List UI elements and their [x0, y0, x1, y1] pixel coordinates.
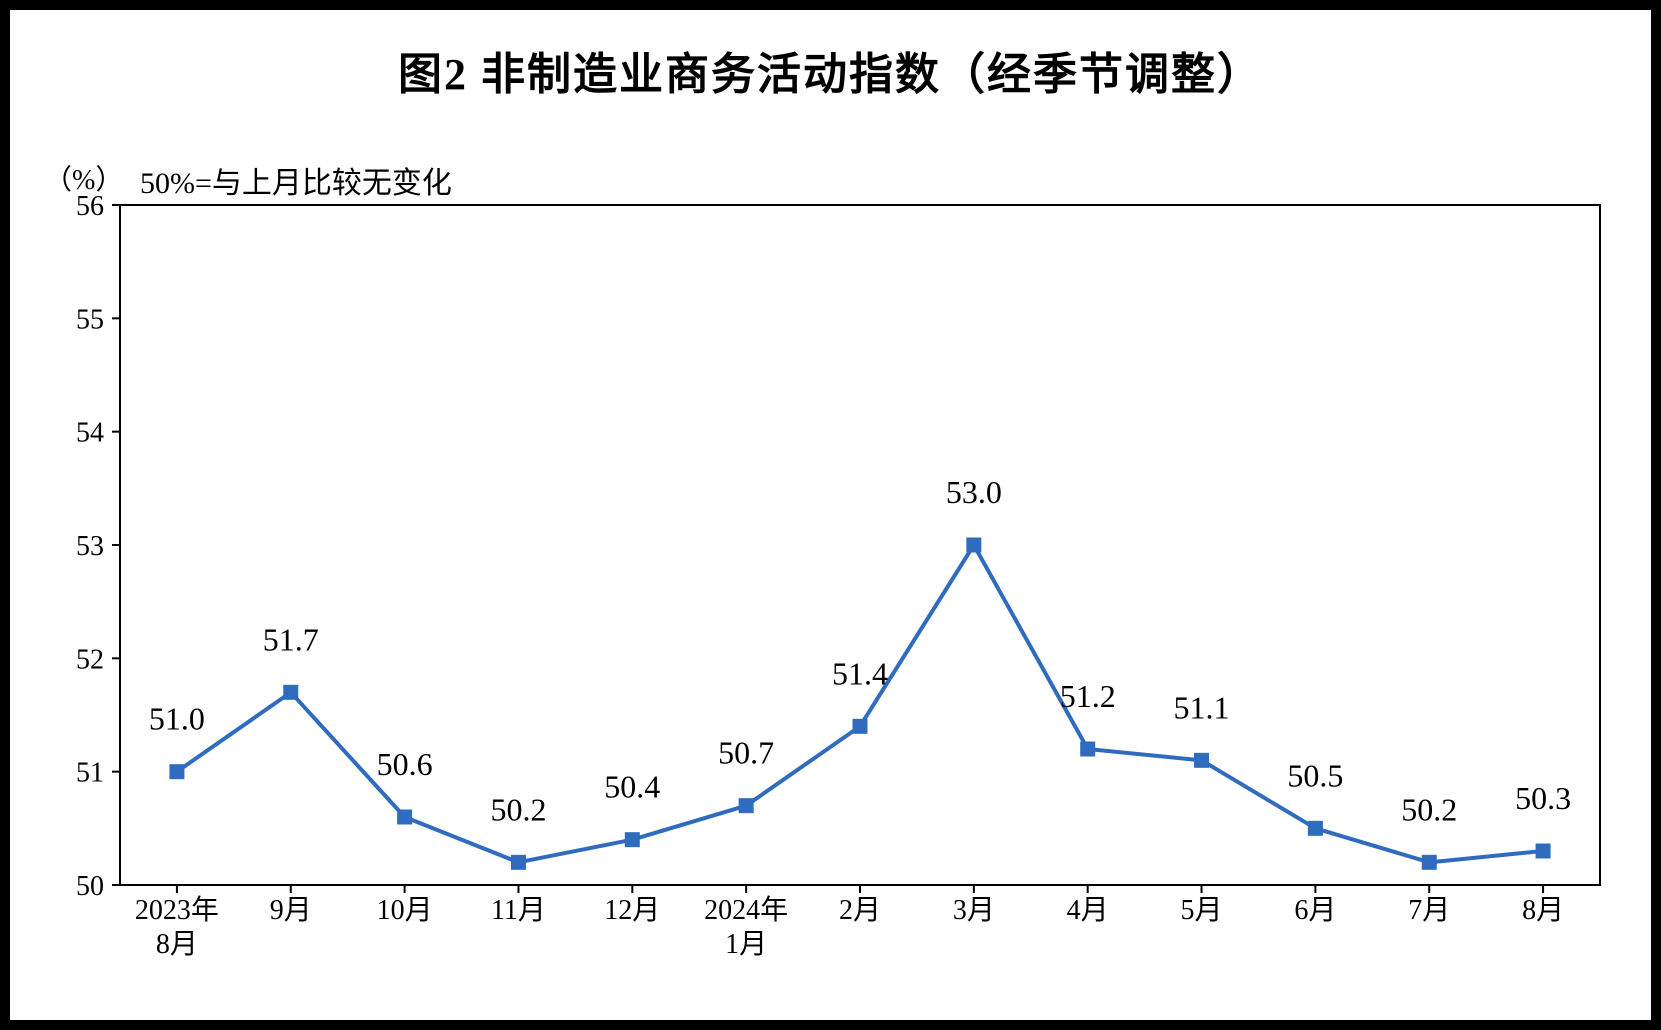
svg-text:8月: 8月 — [156, 929, 198, 960]
svg-text:53.0: 53.0 — [946, 474, 1002, 510]
line-chart-svg: 505152535455562023年8月9月10月11月12月2024年1月2… — [10, 10, 1651, 1020]
svg-text:51.4: 51.4 — [832, 655, 888, 691]
svg-text:51.7: 51.7 — [263, 621, 319, 657]
svg-text:7月: 7月 — [1408, 895, 1450, 926]
svg-text:51.0: 51.0 — [149, 701, 205, 737]
svg-text:50.2: 50.2 — [490, 791, 546, 827]
svg-text:10月: 10月 — [377, 895, 433, 926]
chart-plot-area: 505152535455562023年8月9月10月11月12月2024年1月2… — [10, 10, 1651, 1020]
svg-text:2月: 2月 — [839, 895, 881, 926]
svg-text:50.6: 50.6 — [377, 746, 433, 782]
svg-text:50.2: 50.2 — [1401, 791, 1457, 827]
svg-text:51.2: 51.2 — [1060, 678, 1116, 714]
svg-text:11月: 11月 — [491, 895, 546, 926]
svg-text:53: 53 — [76, 531, 104, 562]
svg-text:2023年: 2023年 — [135, 894, 219, 926]
svg-text:50.7: 50.7 — [718, 735, 774, 771]
svg-text:9月: 9月 — [270, 895, 312, 926]
svg-text:5月: 5月 — [1181, 895, 1223, 926]
svg-text:50: 50 — [76, 871, 104, 902]
chart-frame: 图2 非制造业商务活动指数（经季节调整） （%） 50%=与上月比较无变化 50… — [0, 0, 1661, 1030]
svg-text:12月: 12月 — [604, 895, 660, 926]
svg-text:50.4: 50.4 — [604, 769, 660, 805]
svg-text:52: 52 — [76, 644, 104, 675]
svg-text:2024年: 2024年 — [704, 894, 788, 926]
svg-text:8月: 8月 — [1522, 895, 1564, 926]
svg-text:51: 51 — [76, 758, 104, 789]
svg-text:55: 55 — [76, 304, 104, 335]
svg-text:1月: 1月 — [725, 929, 767, 960]
svg-text:6月: 6月 — [1294, 895, 1336, 926]
svg-text:3月: 3月 — [953, 895, 995, 926]
svg-text:50.3: 50.3 — [1515, 780, 1571, 816]
svg-text:56: 56 — [76, 191, 104, 222]
svg-text:51.1: 51.1 — [1174, 689, 1230, 725]
svg-text:50.5: 50.5 — [1287, 757, 1343, 793]
svg-text:54: 54 — [76, 418, 104, 449]
svg-text:4月: 4月 — [1067, 895, 1109, 926]
